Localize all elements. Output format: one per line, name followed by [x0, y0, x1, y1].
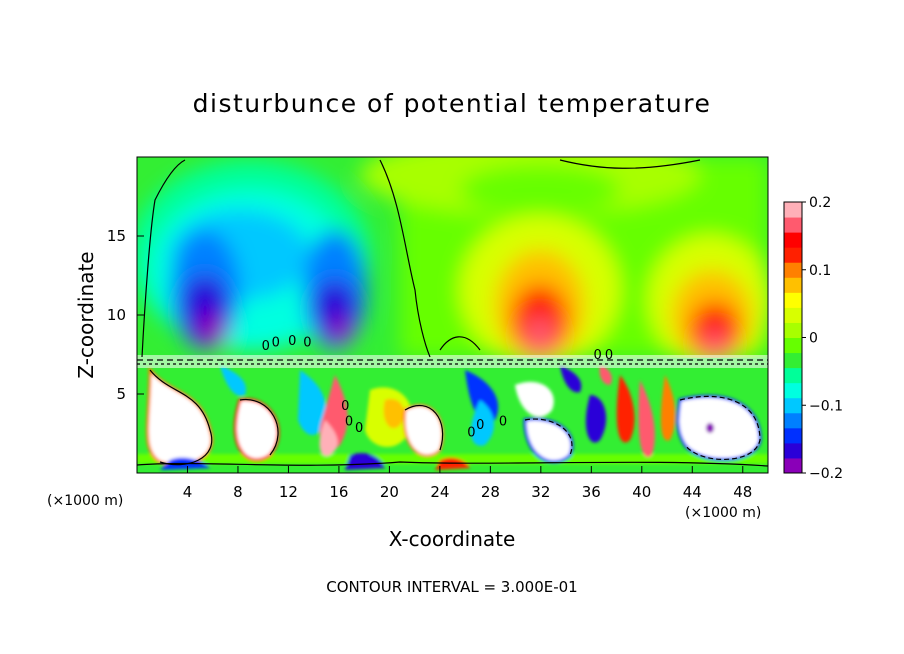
colorbar-swatch: [784, 292, 802, 308]
heatmap-field: [137, 157, 768, 473]
colorbar-swatch: [784, 382, 802, 399]
x-tick-label: 16: [329, 483, 348, 501]
x-tick-label: 48: [733, 483, 752, 501]
colorbar-swatch: [784, 442, 802, 459]
colorbar-tick-label: −0.2: [809, 466, 843, 482]
colorbar-swatch: [784, 427, 802, 444]
colorbar-swatch: [784, 307, 802, 323]
contour-label: 0: [355, 421, 363, 436]
contour-label: 0: [262, 339, 270, 354]
boundary-layer: [137, 355, 768, 368]
colorbar-swatch: [784, 217, 802, 233]
colorbar-swatch: [784, 337, 802, 354]
y-tick-label: 15: [107, 227, 126, 245]
x-tick-label: 12: [279, 483, 298, 501]
colorbar-tick-label: −0.1: [809, 398, 843, 414]
colorbar-swatch: [784, 412, 802, 429]
colorbar-swatch: [784, 262, 802, 278]
contour-label: 0: [605, 348, 613, 363]
colorbar-swatch: [784, 367, 802, 384]
x-unit-right: (×1000 m): [685, 505, 761, 521]
colorbar: 0.2 0.1 0 −0.1 −0.2: [783, 195, 843, 482]
contour-labels: 0 0 0 000 0 00 00 0: [262, 334, 614, 441]
colorbar-tick-label: 0.2: [809, 195, 831, 211]
x-tick-label: 28: [481, 483, 500, 501]
contour-lines: [137, 159, 768, 467]
contour-interval-note: CONTOUR INTERVAL = 3.000E-01: [326, 578, 577, 596]
colorbar-swatch: [784, 397, 802, 414]
contour-label: 0: [476, 418, 484, 433]
x-tick-label: 44: [683, 483, 702, 501]
x-axis-label: X-coordinate: [389, 527, 516, 551]
contour-label: 0: [499, 415, 507, 430]
x-tick-label: 32: [531, 483, 550, 501]
y-tick-label: 5: [116, 385, 126, 403]
upper-smooth-field: [137, 157, 768, 365]
contour-label: 0: [303, 336, 311, 351]
colorbar-swatch: [784, 457, 802, 474]
x-tick-label: 20: [380, 483, 399, 501]
colorbar-swatch: [784, 352, 802, 369]
colorbar-swatch: [784, 202, 802, 218]
contour-label: 0: [593, 348, 601, 363]
y-axis-label: Z-coordinate: [74, 251, 98, 378]
x-tick-label: 24: [430, 483, 449, 501]
contour-label: 0: [345, 415, 353, 430]
contour-label: 0: [272, 336, 280, 351]
chart-title: disturbunce of potential temperature: [193, 89, 712, 118]
x-tick-label: 8: [233, 483, 243, 501]
y-tick-label: 10: [107, 306, 126, 324]
contour-label: 0: [341, 399, 349, 414]
colorbar-tick-label: 0: [809, 331, 818, 347]
colorbar-swatch: [784, 247, 802, 263]
contour-label: 0: [467, 426, 475, 441]
contour-label: 0: [288, 334, 296, 349]
y-axis: 5 10 15: [107, 227, 144, 403]
colorbar-tick-label: 0.1: [809, 263, 831, 279]
colorbar-swatch: [784, 232, 802, 248]
colorbar-swatch: [784, 277, 802, 293]
x-axis: 4 8 12 16 20 24 28 32 36 40 44 48: [183, 466, 752, 501]
turbulent-layer: [137, 365, 768, 470]
colorbar-swatch: [784, 322, 802, 338]
x-tick-label: 40: [632, 483, 651, 501]
x-tick-label: 4: [183, 483, 193, 501]
x-tick-label: 36: [582, 483, 601, 501]
x-unit-left: (×1000 m): [47, 493, 123, 509]
